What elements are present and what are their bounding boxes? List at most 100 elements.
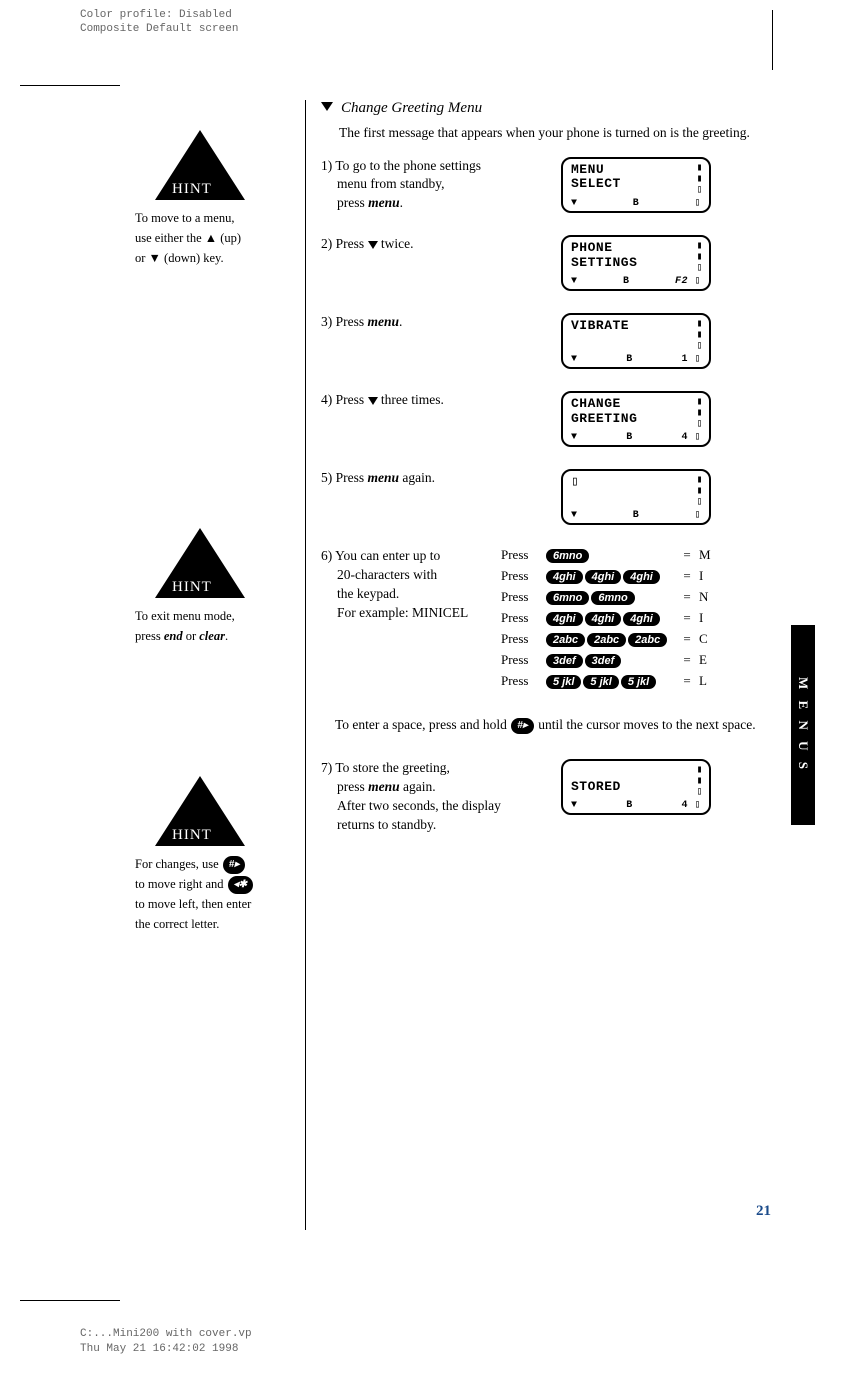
hint-triangle-icon: HINT — [155, 130, 245, 200]
key-name: menu — [368, 779, 400, 794]
key-2-icon: 2abc — [587, 633, 626, 647]
crop-mark — [20, 1300, 120, 1301]
hint-block-3: HINT For changes, use #▸ to move right a… — [135, 776, 295, 934]
lcd-line — [571, 490, 701, 504]
hint-triangle-icon: HINT — [155, 528, 245, 598]
t: B — [633, 198, 640, 209]
key-name: menu — [368, 314, 400, 329]
t: = — [679, 652, 695, 668]
step-7: 7) To store the greeting, press menu aga… — [321, 759, 791, 835]
t: again. — [400, 779, 436, 794]
hint-line: the correct letter. — [135, 914, 295, 934]
t: again. — [399, 470, 435, 485]
t: twice. — [378, 236, 414, 251]
meta-line: Color profile: Disabled — [80, 8, 238, 22]
step-1: 1) To go to the phone settings menu from… — [321, 157, 791, 214]
header-meta: Color profile: Disabled Composite Defaul… — [80, 8, 238, 37]
lcd-screen: MENU SELECT ▮▮▯ ▼B▯ — [561, 157, 711, 213]
t: 4 ▯ — [681, 800, 701, 811]
signal-icon: ▮▮▯ — [696, 319, 703, 352]
hash-right-key-icon: #▸ — [223, 856, 246, 874]
key-name: end — [164, 629, 183, 643]
step-text: 4) Press three times. — [321, 391, 561, 410]
keys: 4ghi4ghi4ghi — [545, 610, 675, 626]
t: 4 ▯ — [681, 432, 701, 443]
key-6-icon: 6mno — [546, 549, 589, 563]
hint-line: For changes, use #▸ — [135, 854, 295, 874]
step-3: 3) Press menu. VIBRATE ▮▮▯ ▼B1 ▯ — [321, 313, 791, 369]
key-row: Press 4ghi4ghi4ghi = I — [501, 610, 791, 626]
t: L — [699, 673, 715, 689]
key-5-icon: 5 jkl — [583, 675, 618, 689]
hint-triangle-icon: HINT — [155, 776, 245, 846]
lcd-screen: VIBRATE ▮▮▯ ▼B1 ▯ — [561, 313, 711, 369]
t: 4 — [681, 432, 688, 443]
space-note: To enter a space, press and hold #▸ unti… — [321, 716, 791, 735]
hint-line: or ▼ (down) key. — [135, 248, 295, 268]
key-row: Press 3def3def = E — [501, 652, 791, 668]
t: press — [135, 629, 164, 643]
key-4-icon: 4ghi — [623, 612, 660, 626]
hint-label: HINT — [172, 827, 212, 844]
step-4: 4) Press three times. CHANGE GREETING ▮▮… — [321, 391, 791, 447]
t: For example: MINICEL — [321, 604, 491, 623]
lcd-line: SELECT — [571, 177, 701, 191]
lcd-line: GREETING — [571, 412, 701, 426]
lcd-line: PHONE — [571, 241, 701, 255]
key-4-icon: 4ghi — [585, 612, 622, 626]
t: B — [626, 800, 633, 811]
t: B — [626, 432, 633, 443]
key-5-icon: 5 jkl — [546, 675, 581, 689]
meta-line: Thu May 21 16:42:02 1998 — [80, 1342, 252, 1356]
t: 1) To go to the phone settings — [321, 158, 481, 173]
t: . — [400, 195, 403, 210]
t: Press — [501, 589, 541, 605]
lcd-bottom: ▼B▯ — [563, 198, 709, 209]
t: until the cursor moves to the next space… — [535, 717, 756, 732]
t: the keypad. — [321, 585, 491, 604]
t: to move right and — [135, 877, 227, 891]
key-6-icon: 6mno — [591, 591, 634, 605]
key-4-icon: 4ghi — [546, 570, 583, 584]
key-row: Press 6mno = M — [501, 547, 791, 563]
t: press — [337, 195, 368, 210]
t: Press — [501, 652, 541, 668]
step-5: 5) Press menu again. ▯ ▮▮▯ ▼B▯ — [321, 469, 791, 525]
hint-text: To exit menu mode, press end or clear. — [135, 606, 295, 646]
t: = — [679, 547, 695, 563]
t: E — [699, 652, 715, 668]
key-2-icon: 2abc — [628, 633, 667, 647]
lcd-screen: CHANGE GREETING ▮▮▯ ▼B4 ▯ — [561, 391, 711, 447]
hint-label: HINT — [172, 181, 212, 198]
t: F2 ▯ — [675, 276, 701, 287]
lcd-line: SETTINGS — [571, 256, 701, 270]
hint-text: To move to a menu, use either the ▲ (up)… — [135, 208, 295, 268]
t: Press — [501, 673, 541, 689]
lcd-bottom: ▼BF2 ▯ — [563, 276, 709, 287]
t: = — [679, 589, 695, 605]
step-2: 2) Press twice. PHONE SETTINGS ▮▮▯ ▼BF2 … — [321, 235, 791, 291]
step-text: 1) To go to the phone settings menu from… — [321, 157, 561, 214]
star-left-key-icon: ◂✱ — [228, 876, 253, 894]
hint-label: HINT — [172, 579, 212, 596]
t: Press — [501, 547, 541, 563]
key-row: Press 6mno6mno = N — [501, 589, 791, 605]
key-row: Press 4ghi4ghi4ghi = I — [501, 568, 791, 584]
antenna-icon: ▼ — [571, 432, 578, 443]
signal-icon: ▮▮▯ — [696, 241, 703, 274]
t: 5) Press — [321, 470, 368, 485]
hint-block-2: HINT To exit menu mode, press end or cle… — [135, 528, 295, 646]
meta-line: Composite Default screen — [80, 22, 238, 36]
t: I — [699, 568, 715, 584]
key-row: Press 5 jkl5 jkl5 jkl = L — [501, 673, 791, 689]
antenna-icon: ▼ — [571, 510, 578, 521]
t: To enter a space, press and hold — [335, 717, 510, 732]
t: 4 — [681, 800, 688, 811]
t: or — [183, 629, 200, 643]
step-text: 6) You can enter up to 20-characters wit… — [321, 547, 501, 623]
hint-line: to move right and ◂✱ — [135, 874, 295, 894]
step-text: 3) Press menu. — [321, 313, 561, 332]
t: N — [699, 589, 715, 605]
t: returns to standby. — [321, 816, 551, 835]
t: = — [679, 673, 695, 689]
